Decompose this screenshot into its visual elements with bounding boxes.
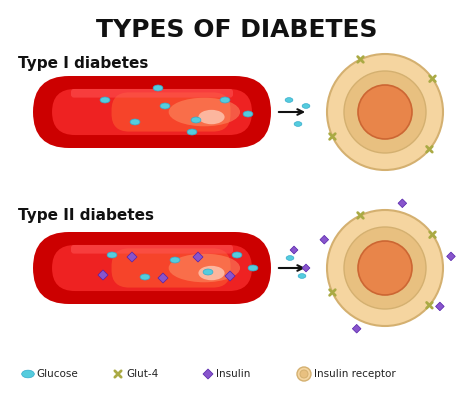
Ellipse shape [160, 103, 170, 109]
FancyBboxPatch shape [52, 89, 252, 135]
Ellipse shape [302, 104, 310, 108]
Polygon shape [352, 324, 361, 333]
Polygon shape [398, 199, 407, 208]
Ellipse shape [220, 97, 230, 103]
FancyBboxPatch shape [33, 232, 271, 304]
Polygon shape [436, 302, 444, 311]
Polygon shape [98, 270, 108, 280]
Ellipse shape [191, 117, 201, 123]
Ellipse shape [199, 266, 225, 280]
Ellipse shape [285, 98, 293, 102]
FancyBboxPatch shape [111, 92, 230, 132]
Ellipse shape [294, 122, 302, 126]
Ellipse shape [298, 273, 306, 278]
Circle shape [358, 85, 412, 139]
Text: Glucose: Glucose [36, 369, 78, 379]
Ellipse shape [286, 256, 294, 260]
Ellipse shape [169, 98, 240, 126]
FancyBboxPatch shape [71, 89, 233, 97]
Ellipse shape [187, 129, 197, 135]
Ellipse shape [100, 97, 110, 103]
FancyBboxPatch shape [111, 248, 230, 288]
Circle shape [344, 71, 426, 153]
Text: Insulin: Insulin [216, 369, 250, 379]
Circle shape [344, 227, 426, 309]
Polygon shape [447, 252, 456, 261]
Polygon shape [320, 235, 328, 244]
Ellipse shape [22, 370, 34, 378]
Circle shape [300, 370, 308, 378]
Text: Type II diabetes: Type II diabetes [18, 208, 154, 223]
Text: Insulin receptor: Insulin receptor [314, 369, 396, 379]
Polygon shape [290, 246, 298, 254]
Polygon shape [203, 369, 213, 379]
Polygon shape [127, 252, 137, 262]
Ellipse shape [140, 274, 150, 280]
Ellipse shape [170, 257, 180, 263]
Polygon shape [158, 273, 168, 283]
Text: Type I diabetes: Type I diabetes [18, 56, 148, 71]
Text: TYPES OF DIABETES: TYPES OF DIABETES [96, 18, 378, 42]
Ellipse shape [232, 252, 242, 258]
Polygon shape [302, 264, 310, 272]
Ellipse shape [248, 265, 258, 271]
Ellipse shape [203, 269, 213, 275]
Polygon shape [193, 252, 203, 262]
Circle shape [358, 241, 412, 295]
Ellipse shape [130, 119, 140, 125]
Circle shape [327, 54, 443, 170]
Polygon shape [225, 271, 235, 281]
Ellipse shape [243, 111, 253, 117]
Ellipse shape [169, 254, 240, 282]
Ellipse shape [153, 85, 163, 91]
Text: Glut-4: Glut-4 [126, 369, 158, 379]
FancyBboxPatch shape [52, 245, 252, 291]
FancyBboxPatch shape [33, 76, 271, 148]
Ellipse shape [107, 252, 117, 258]
Circle shape [327, 210, 443, 326]
FancyBboxPatch shape [71, 245, 233, 253]
Ellipse shape [199, 110, 225, 124]
Circle shape [297, 367, 311, 381]
